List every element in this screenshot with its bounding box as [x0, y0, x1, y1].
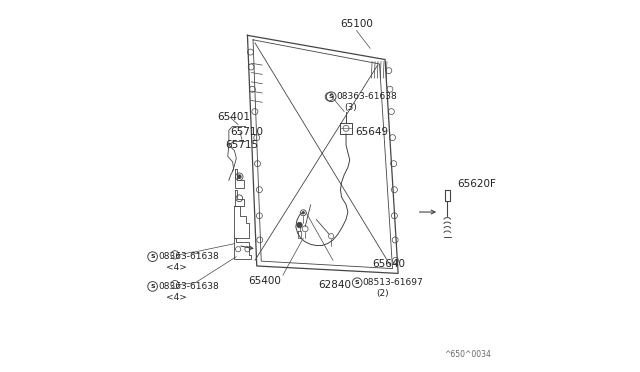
Text: 08363-61638: 08363-61638 — [158, 252, 219, 261]
Circle shape — [302, 212, 305, 214]
Polygon shape — [248, 35, 398, 273]
Text: 08363-61638: 08363-61638 — [158, 282, 219, 291]
Text: (2): (2) — [376, 289, 388, 298]
Text: ^650^0034: ^650^0034 — [444, 350, 491, 359]
Text: 65620F: 65620F — [458, 179, 497, 189]
Text: <4>: <4> — [166, 263, 186, 272]
Text: 65710: 65710 — [231, 127, 264, 137]
Text: 65649: 65649 — [355, 127, 388, 137]
Text: 65400: 65400 — [248, 276, 280, 286]
Text: 62840: 62840 — [318, 280, 351, 289]
Text: 65640: 65640 — [372, 259, 405, 269]
Text: 08513-61697: 08513-61697 — [363, 278, 424, 287]
Text: 65401: 65401 — [218, 112, 251, 122]
Text: S: S — [150, 284, 155, 289]
Text: S: S — [355, 280, 360, 285]
Text: S: S — [329, 94, 333, 99]
Text: 08363-61638: 08363-61638 — [337, 92, 397, 101]
Text: S: S — [150, 254, 155, 259]
Text: 65715: 65715 — [225, 140, 259, 150]
Text: 65100: 65100 — [340, 19, 373, 29]
Circle shape — [237, 175, 241, 179]
Text: (3): (3) — [344, 103, 357, 112]
Text: <4>: <4> — [166, 293, 186, 302]
Circle shape — [297, 222, 302, 228]
